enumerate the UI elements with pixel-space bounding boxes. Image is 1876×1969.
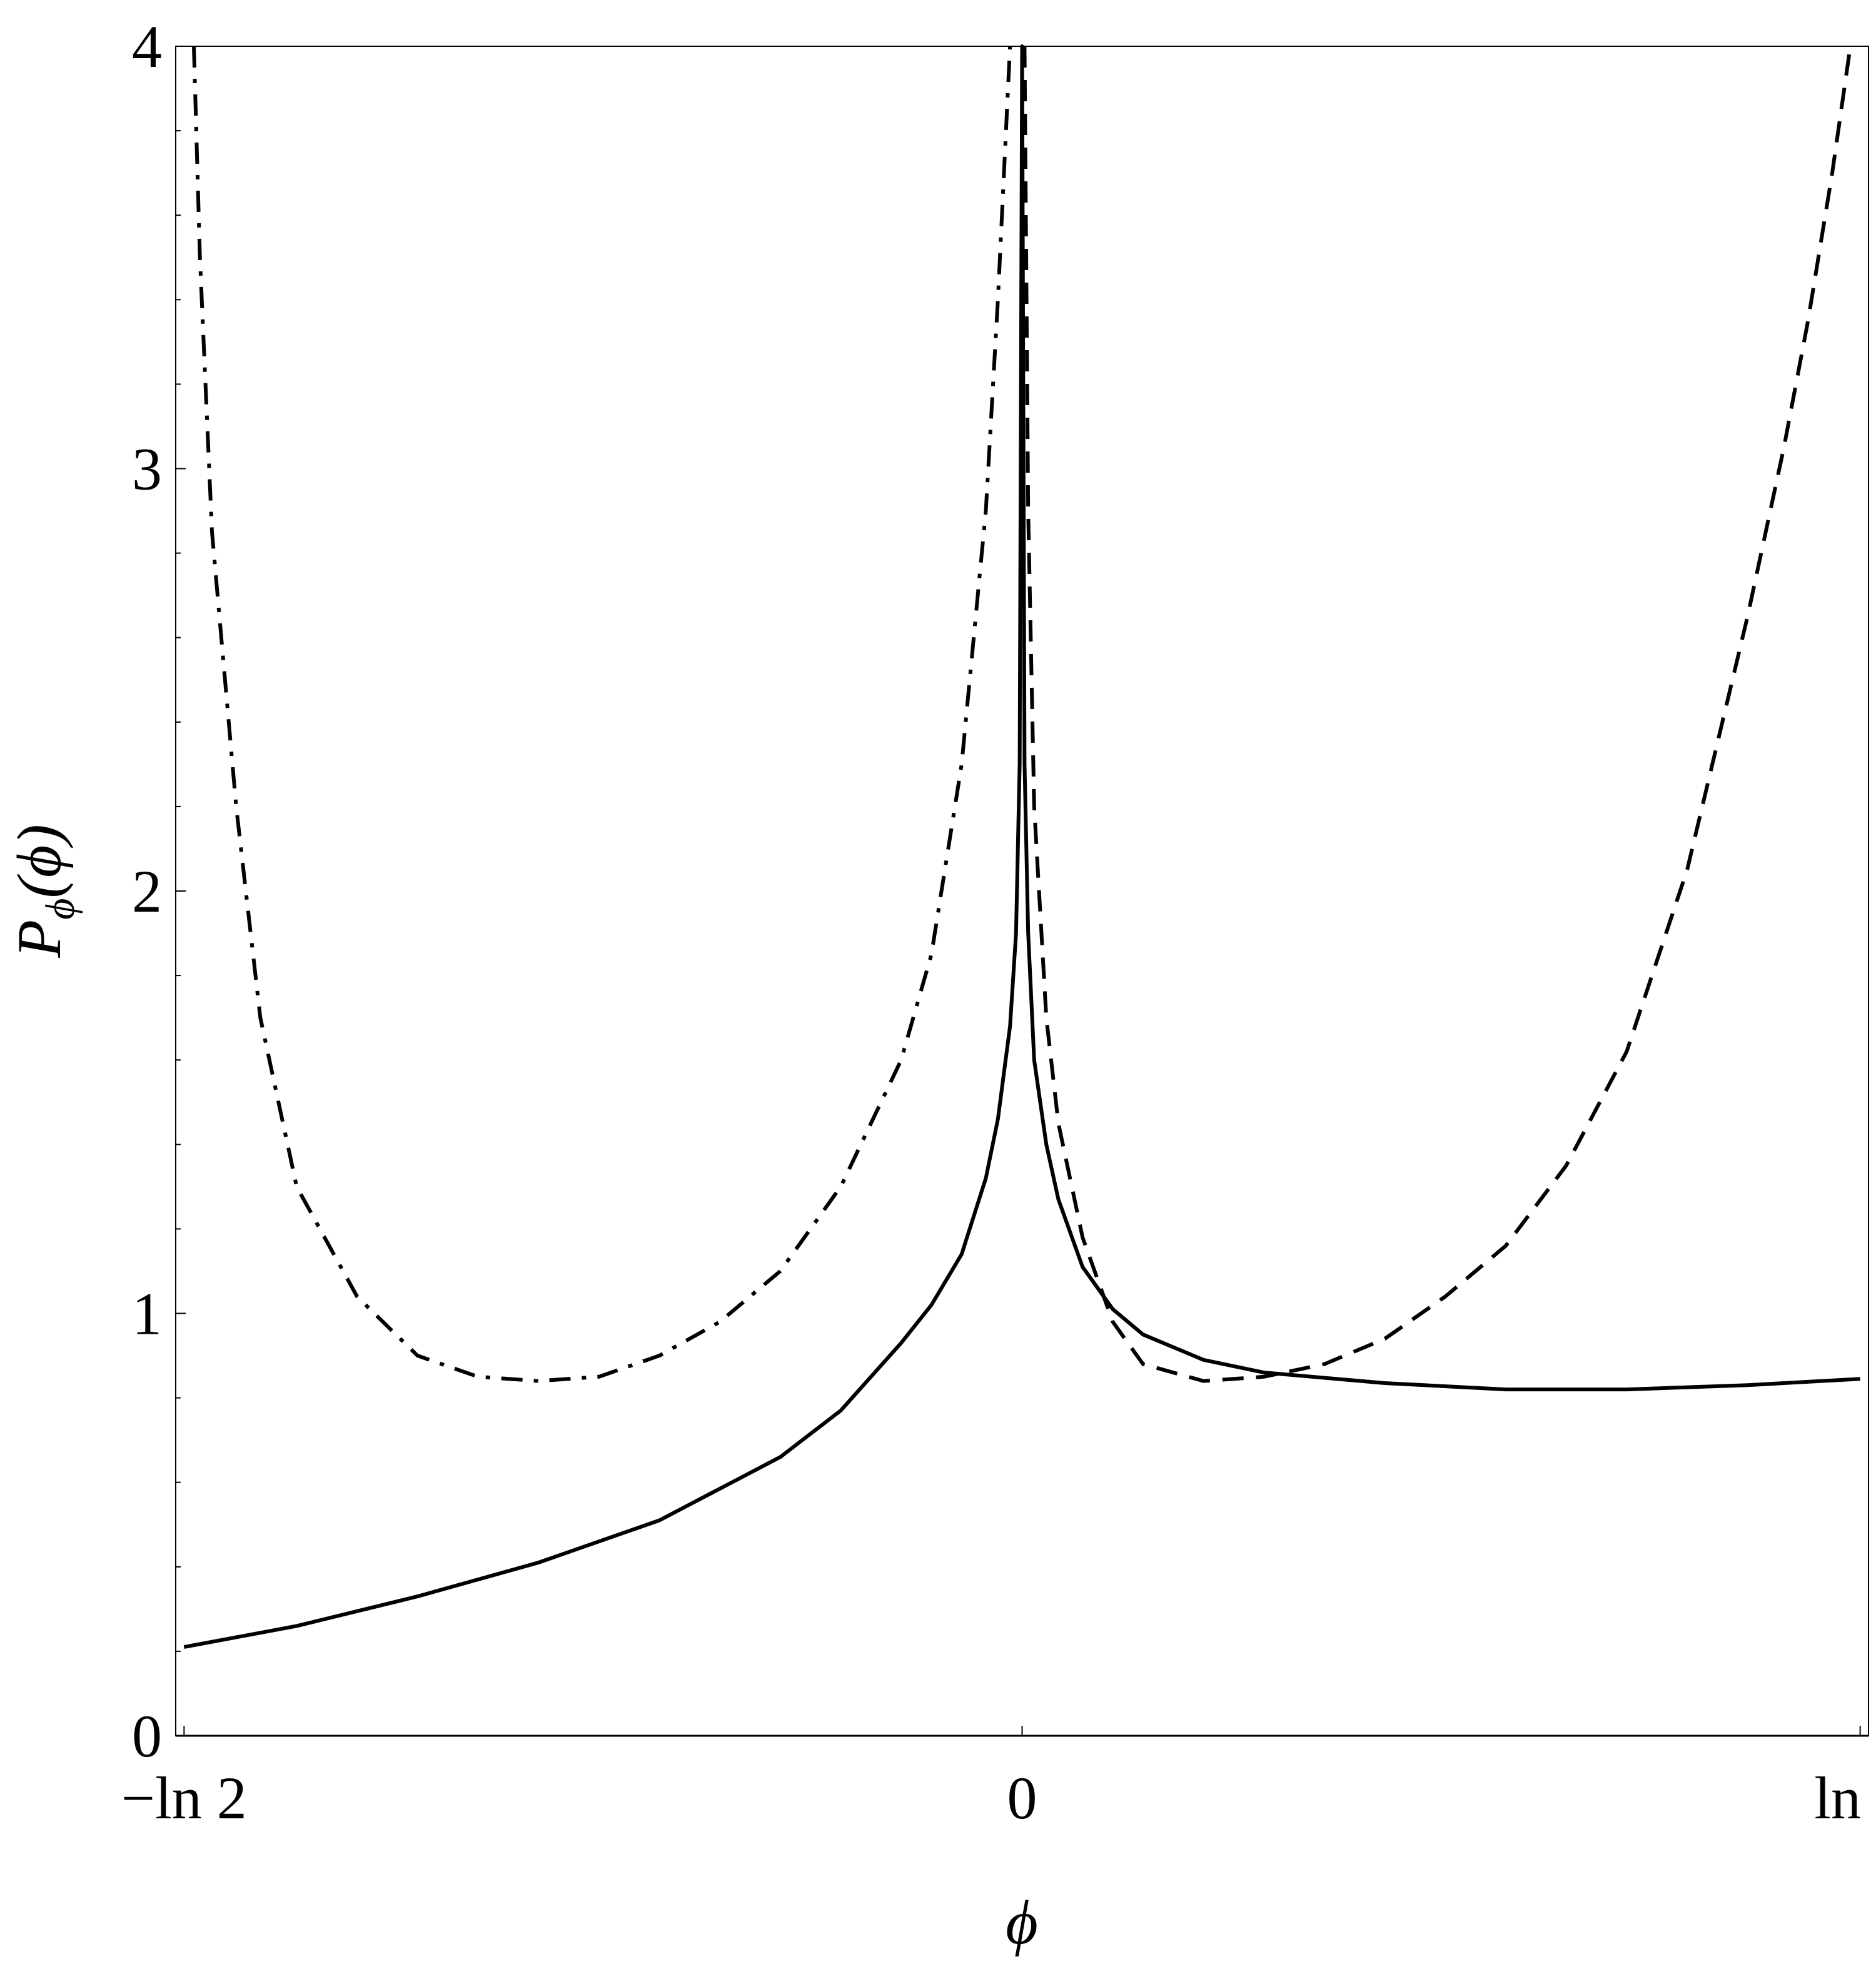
x-axis-ticks: −ln 2 0 ln 2 <box>121 1726 1876 1831</box>
y-tick-label: 1 <box>132 1281 162 1347</box>
x-tick-label: 0 <box>1007 1765 1037 1831</box>
y-tick-label: 4 <box>132 13 162 80</box>
y-axis-title: Pϕ(ϕ) <box>4 824 83 959</box>
y-axis-title-arg: (ϕ) <box>4 824 74 898</box>
y-tick-label: 3 <box>132 436 162 503</box>
y-axis-title-main: P <box>4 920 74 959</box>
y-axis-ticks: 0 1 2 3 4 <box>132 13 1868 1770</box>
x-tick-label: −ln 2 <box>121 1765 247 1831</box>
series-layer <box>183 44 1860 1649</box>
series-dashed-line <box>1022 46 1852 1383</box>
y-tick-label: 2 <box>132 858 162 925</box>
svg-text:Pϕ(ϕ): Pϕ(ϕ) <box>4 824 83 959</box>
y-axis-title-sub: ϕ <box>38 899 83 920</box>
x-axis-title: ϕ <box>1006 1888 1038 1957</box>
y-tick-label: 0 <box>132 1703 162 1770</box>
series-dashdot-line <box>192 46 1012 1383</box>
x-tick-label: ln 2 <box>1814 1765 1876 1831</box>
series-solid-line <box>183 44 1860 1649</box>
